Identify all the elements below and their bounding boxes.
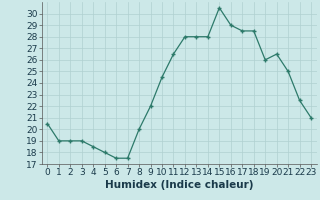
X-axis label: Humidex (Indice chaleur): Humidex (Indice chaleur)	[105, 180, 253, 190]
